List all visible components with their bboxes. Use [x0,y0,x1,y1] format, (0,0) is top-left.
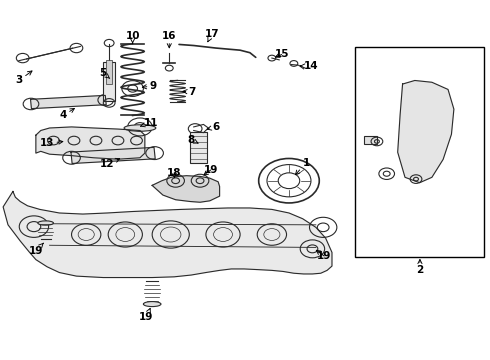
Polygon shape [71,147,155,163]
Bar [355,47,485,257]
Polygon shape [30,95,106,109]
Text: 7: 7 [183,87,196,97]
Text: 18: 18 [167,168,181,178]
Text: 1: 1 [295,158,310,175]
Text: 3: 3 [16,71,32,85]
Polygon shape [398,81,454,183]
Bar [190,132,207,163]
Text: 19: 19 [204,165,218,175]
Ellipse shape [38,221,53,225]
Text: 4: 4 [60,108,74,121]
Text: 5: 5 [99,68,110,78]
Ellipse shape [124,125,156,131]
Polygon shape [152,176,220,202]
Text: 12: 12 [100,158,120,169]
Text: 17: 17 [204,29,219,42]
Text: 11: 11 [141,118,158,128]
Text: 16: 16 [162,31,176,48]
Text: 8: 8 [188,135,198,145]
Text: 19: 19 [317,250,331,261]
Text: 15: 15 [274,49,289,59]
Text: 19: 19 [139,309,153,322]
Bar [364,136,377,144]
Text: 14: 14 [300,61,318,71]
Text: 6: 6 [207,122,220,132]
Text: 9: 9 [142,81,157,91]
Polygon shape [36,127,145,159]
Ellipse shape [144,302,161,307]
Text: 13: 13 [40,139,63,148]
Polygon shape [3,192,332,278]
Text: 10: 10 [125,31,140,44]
Bar [106,59,112,84]
Text: 2: 2 [416,260,423,275]
Text: 19: 19 [29,243,43,256]
Bar [103,62,115,101]
